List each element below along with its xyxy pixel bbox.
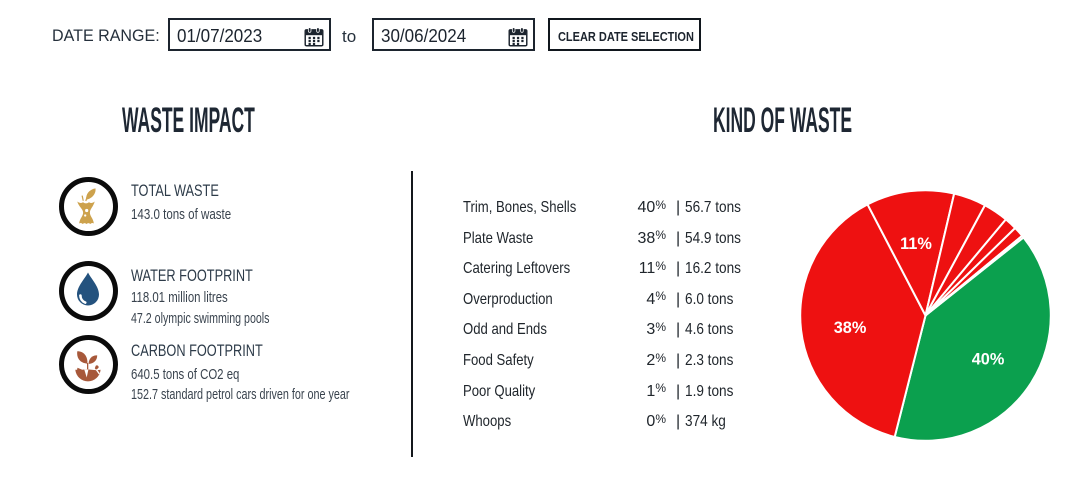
svg-text:40%: 40% bbox=[972, 351, 1005, 369]
svg-text:38%: 38% bbox=[834, 319, 867, 337]
svg-text:11%: 11% bbox=[900, 235, 932, 253]
